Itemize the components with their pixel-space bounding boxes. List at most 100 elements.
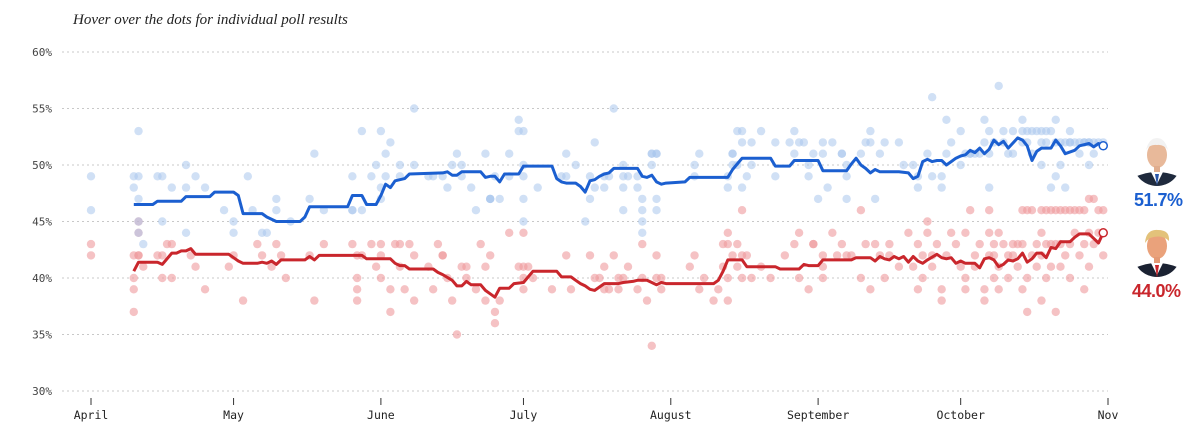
trump-poll-dot[interactable] <box>1089 194 1098 204</box>
trump-poll-dot[interactable] <box>476 239 485 249</box>
biden-poll-dot[interactable] <box>638 194 647 204</box>
biden-poll-dot[interactable] <box>348 172 357 181</box>
trump-poll-dot[interactable] <box>989 273 999 283</box>
trump-poll-dot[interactable] <box>485 251 495 260</box>
biden-poll-dot[interactable] <box>357 206 367 215</box>
biden-poll-dot[interactable] <box>357 126 367 136</box>
trump-poll-dot[interactable] <box>376 273 386 283</box>
biden-poll-dot[interactable] <box>647 160 656 170</box>
trump-poll-dot[interactable] <box>519 285 528 294</box>
trump-poll-dot[interactable] <box>409 251 419 260</box>
trump-poll-dot[interactable] <box>818 273 828 283</box>
biden-poll-dot[interactable] <box>984 126 994 136</box>
biden-poll-dot[interactable] <box>485 194 495 204</box>
biden-poll-dot[interactable] <box>1046 126 1056 136</box>
biden-poll-dot[interactable] <box>652 206 661 215</box>
trump-poll-dot[interactable] <box>880 273 889 283</box>
trump-poll-dot[interactable] <box>352 285 362 294</box>
trump-poll-dot[interactable] <box>913 239 923 249</box>
trump-poll-dot[interactable] <box>994 228 1003 237</box>
trump-poll-dot[interactable] <box>1084 262 1094 271</box>
trump-poll-dot[interactable] <box>690 251 699 260</box>
trump-poll-dot[interactable] <box>267 262 276 271</box>
trump-poll-dot[interactable] <box>257 251 267 260</box>
biden-poll-dot[interactable] <box>505 149 514 158</box>
trump-poll-dot[interactable] <box>984 206 994 215</box>
biden-poll-dot[interactable] <box>1018 115 1027 125</box>
trump-poll-dot[interactable] <box>980 285 989 294</box>
biden-poll-dot[interactable] <box>1065 126 1075 136</box>
trump-poll-dot[interactable] <box>352 273 362 283</box>
biden-poll-dot[interactable] <box>229 217 238 226</box>
biden-poll-dot[interactable] <box>386 138 395 147</box>
biden-poll-dot[interactable] <box>200 183 210 192</box>
biden-poll-dot[interactable] <box>638 228 647 237</box>
biden-poll-dot[interactable] <box>980 115 989 125</box>
trump-poll-dot[interactable] <box>913 285 923 294</box>
biden-poll-dot[interactable] <box>452 149 462 158</box>
trump-poll-dot[interactable] <box>633 285 642 294</box>
biden-poll-dot[interactable] <box>562 149 571 158</box>
biden-poll-dot[interactable] <box>471 206 481 215</box>
trump-poll-dot[interactable] <box>276 251 286 260</box>
trump-poll-dot[interactable] <box>927 262 937 271</box>
biden-poll-dot[interactable] <box>927 172 937 181</box>
trump-poll-dot[interactable] <box>918 273 927 283</box>
trump-poll-dot[interactable] <box>1080 285 1089 294</box>
biden-poll-dot[interactable] <box>695 149 704 158</box>
biden-poll-dot[interactable] <box>994 81 1003 91</box>
trump-poll-dot[interactable] <box>747 273 756 283</box>
biden-poll-dot[interactable] <box>737 183 747 192</box>
biden-poll-dot[interactable] <box>923 149 932 158</box>
trump-poll-dot[interactable] <box>129 307 138 317</box>
trump-poll-dot[interactable] <box>400 285 409 294</box>
trump-poll-dot[interactable] <box>737 206 747 215</box>
biden-poll-dot[interactable] <box>856 149 866 158</box>
biden-poll-dot[interactable] <box>191 172 200 181</box>
biden-poll-dot[interactable] <box>443 183 452 192</box>
biden-poll-dot[interactable] <box>742 172 752 181</box>
biden-poll-dot[interactable] <box>1084 160 1094 170</box>
trump-poll-dot[interactable] <box>937 285 946 294</box>
biden-poll-dot[interactable] <box>409 104 419 113</box>
trump-poll-dot[interactable] <box>367 239 376 249</box>
trump-poll-dot[interactable] <box>956 262 965 271</box>
biden-poll-dot[interactable] <box>371 160 381 170</box>
trump-poll-dot[interactable] <box>281 273 291 283</box>
biden-poll-dot[interactable] <box>134 194 143 204</box>
biden-poll-dot[interactable] <box>747 138 756 147</box>
biden-poll-dot[interactable] <box>956 160 965 170</box>
biden-poll-dot[interactable] <box>946 138 956 147</box>
biden-poll-dot[interactable] <box>737 126 747 136</box>
biden-poll-dot[interactable] <box>585 172 595 181</box>
biden-poll-dot[interactable] <box>942 115 951 125</box>
biden-poll-dot[interactable] <box>818 149 828 158</box>
trump-poll-dot[interactable] <box>965 206 975 215</box>
biden-poll-dot[interactable] <box>158 217 167 226</box>
biden-poll-dot[interactable] <box>262 228 272 237</box>
biden-poll-dot[interactable] <box>813 194 823 204</box>
trump-poll-dot[interactable] <box>856 206 866 215</box>
trump-poll-dot[interactable] <box>733 239 742 249</box>
biden-poll-dot[interactable] <box>600 183 609 192</box>
trump-poll-dot[interactable] <box>86 239 96 249</box>
biden-poll-dot[interactable] <box>139 239 148 249</box>
biden-poll-dot[interactable] <box>395 160 405 170</box>
biden-poll-dot[interactable] <box>866 138 875 147</box>
biden-poll-dot[interactable] <box>86 172 96 181</box>
trump-poll-dot[interactable] <box>1099 206 1108 215</box>
biden-poll-dot[interactable] <box>134 217 143 226</box>
biden-poll-dot[interactable] <box>804 172 813 181</box>
biden-poll-dot[interactable] <box>481 149 490 158</box>
biden-poll-dot[interactable] <box>272 194 281 204</box>
biden-poll-dot[interactable] <box>638 217 647 226</box>
biden-poll-dot[interactable] <box>134 126 143 136</box>
biden-poll-dot[interactable] <box>409 160 419 170</box>
trump-poll-dot[interactable] <box>685 262 694 271</box>
trump-poll-dot[interactable] <box>923 217 932 226</box>
trump-poll-dot[interactable] <box>699 273 709 283</box>
biden-poll-dot[interactable] <box>623 172 633 181</box>
biden-poll-dot[interactable] <box>1037 160 1046 170</box>
trump-poll-dot[interactable] <box>737 273 747 283</box>
biden-poll-dot[interactable] <box>562 172 571 181</box>
